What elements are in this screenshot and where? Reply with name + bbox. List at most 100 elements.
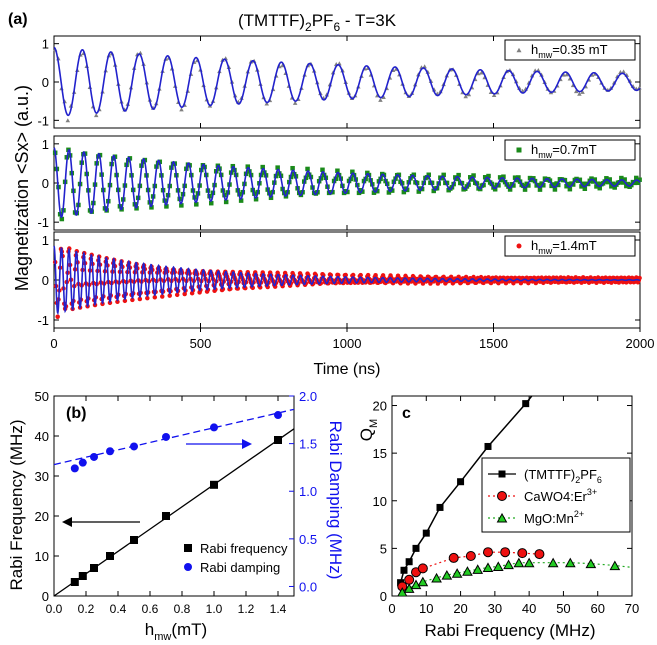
x-tick-label: 0.2 <box>78 602 95 616</box>
data-point <box>580 181 586 187</box>
data-point <box>106 447 114 456</box>
legend-box <box>504 39 636 61</box>
data-point <box>65 118 71 123</box>
panel-a-ylabel: Magnetization <Sx> (a.u.) <box>12 85 32 291</box>
panel-a: (a) Magnetization <Sx> (a.u.) Time (ns) … <box>8 11 654 378</box>
data-point <box>320 167 325 173</box>
data-point <box>469 177 475 182</box>
data-point <box>585 558 597 569</box>
x-tick-label: 40 <box>522 601 536 616</box>
data-point <box>78 572 87 580</box>
fit-line <box>53 46 641 117</box>
data-point <box>426 172 431 178</box>
data-point <box>412 544 420 552</box>
y-tick-label: 1 <box>42 233 49 248</box>
data-point <box>441 569 453 580</box>
data-point <box>635 180 641 186</box>
panel-b-plot: 0.0 0.2 0.4 0.6 0.8 1.0 1.2 1.4 0 10 20 30 40 50 0.0 0.… <box>35 389 318 616</box>
legend-label: hmw=0.7mT <box>531 142 597 160</box>
data-point <box>238 198 244 203</box>
y-tick-label-right: 2.0 <box>299 389 317 404</box>
arrow-left-head <box>62 517 72 527</box>
data-point <box>210 423 218 432</box>
data-point <box>451 568 463 578</box>
y-tick-label-left: 30 <box>35 469 49 484</box>
y-tick-label: 0 <box>42 273 49 288</box>
panel-b-ylabel-left: Rabi Frequency (MHz) <box>7 420 26 591</box>
x-tick-label: 30 <box>488 601 502 616</box>
data-point <box>564 72 569 77</box>
data-point <box>522 400 530 408</box>
data-point <box>486 173 491 179</box>
data-point <box>417 576 429 587</box>
data-point <box>607 177 612 182</box>
y-tick-label-left: 50 <box>35 389 49 404</box>
data-point <box>482 562 494 572</box>
panel-c-label: c <box>402 405 411 422</box>
data-point <box>208 200 214 206</box>
data-point <box>463 94 468 99</box>
data-point <box>274 436 282 444</box>
data-point <box>523 557 535 568</box>
y-tick-label: -1 <box>37 313 49 328</box>
figure-title: (TMTTF)2PF6 - T=3K <box>238 11 397 34</box>
data-point <box>622 177 627 182</box>
legend-label: (TMTTF)2PF6 <box>524 467 602 485</box>
y-tick-label: -1 <box>37 215 49 230</box>
data-point <box>182 291 187 297</box>
data-point <box>381 94 386 99</box>
data-point <box>441 172 446 178</box>
y-tick-label: 10 <box>373 494 387 509</box>
data-point <box>350 272 356 278</box>
data-point <box>580 89 585 94</box>
data-point <box>609 184 614 189</box>
data-point <box>179 203 184 208</box>
x-tick-label: 1.2 <box>238 602 255 616</box>
data-point <box>90 452 98 461</box>
data-point <box>567 186 573 192</box>
data-point <box>634 175 639 181</box>
data-point <box>499 177 505 183</box>
data-point <box>471 173 476 178</box>
x-tick-label: 60 <box>590 601 604 616</box>
data-point <box>552 187 558 192</box>
data-point <box>625 181 631 187</box>
legend-marker <box>516 147 522 153</box>
data-point <box>610 181 616 187</box>
data-point <box>556 182 561 188</box>
data-point <box>448 552 459 563</box>
y-tick-label-left: 20 <box>35 509 49 524</box>
data-point <box>389 188 395 193</box>
data-point <box>358 272 363 278</box>
data-point <box>356 190 362 196</box>
legend-marker <box>516 47 522 53</box>
data-point <box>160 294 165 299</box>
y-tick-label: 0 <box>42 75 49 90</box>
x-tick-label: 0.4 <box>110 602 127 616</box>
legend-box <box>504 235 636 257</box>
y-tick-label: 0 <box>42 176 49 191</box>
y-tick-label: 0 <box>380 589 387 604</box>
data-point <box>612 185 617 190</box>
data-point <box>106 552 114 560</box>
data-point <box>541 183 546 188</box>
data-point <box>483 547 493 558</box>
fit-line <box>53 408 295 466</box>
data-point <box>290 165 295 171</box>
data-point <box>93 113 99 118</box>
data-point <box>454 176 460 182</box>
data-point <box>100 301 105 307</box>
y-tick-label-right: 0.0 <box>299 579 317 594</box>
panel-a-xlabel: Time (ns) <box>314 361 381 378</box>
data-point <box>439 175 445 181</box>
panel-b-label: (b) <box>66 405 86 422</box>
data-point <box>152 295 158 300</box>
data-point <box>401 189 407 195</box>
legend-label: Rabi frequency <box>200 541 288 556</box>
data-point <box>594 184 599 189</box>
data-point <box>179 107 184 112</box>
data-point <box>534 549 545 560</box>
data-point <box>115 299 120 305</box>
data-point <box>513 557 525 568</box>
panel-b: (b) Rabi Frequency (MHz) Rabi Damping (M… <box>7 389 345 643</box>
